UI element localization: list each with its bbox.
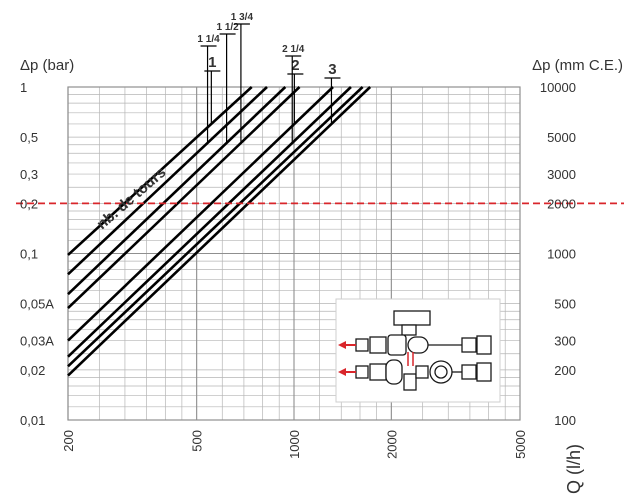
x-tick-label: 1000 — [287, 430, 302, 459]
x-tick-label: 200 — [61, 430, 76, 452]
y-tick-right-label: 200 — [554, 363, 576, 378]
y-tick-right-label: 100 — [554, 413, 576, 428]
y-axis-left-ticks: 1 0,5 0,3 0,2 0,1 0,05A 0,03A 0,02 0,01 — [20, 80, 54, 428]
y-tick-left-label: 0,2 — [20, 196, 38, 211]
series-line-3 — [67, 86, 287, 296]
series-label-1: 1 — [208, 54, 216, 71]
y-tick-right-label: 10000 — [540, 80, 576, 95]
y-tick-right-label: 500 — [554, 297, 576, 312]
series-label-5: 2 — [291, 57, 299, 74]
y-axis-left-title: Δp (bar) — [20, 57, 74, 74]
y-tick-left-label: 0,01 — [20, 413, 45, 428]
x-axis-title: Q (l/h) — [564, 444, 584, 494]
series-line-6 — [67, 86, 352, 358]
y-tick-right-label: 300 — [554, 334, 576, 349]
y-tick-right-label: 5000 — [547, 130, 576, 145]
y-tick-left-label: 0,1 — [20, 247, 38, 262]
series-label-7: 3 — [328, 61, 336, 78]
series-label-4: 1 3/4 — [231, 12, 254, 23]
series-line-2 — [67, 86, 268, 276]
y-tick-left-label: 0,02 — [20, 363, 45, 378]
x-tick-label: 2000 — [384, 430, 399, 459]
y-axis-right-ticks: 10000 5000 3000 2000 1000 500 300 200 100 — [540, 80, 576, 428]
series-label-2: 1 1/4 — [197, 34, 220, 45]
series-line-8 — [67, 86, 372, 377]
series-labels: 1 1 1/41 1/21 3/4 2 2 1/4 3 — [197, 12, 341, 142]
x-tick-label: 500 — [190, 430, 205, 452]
x-axis-ticks: 200 500 1000 2000 5000 — [61, 430, 528, 459]
y-tick-left-label: 1 — [20, 80, 27, 95]
y-tick-right-label: 1000 — [547, 247, 576, 262]
series-lines — [67, 86, 372, 377]
series-line-5 — [67, 86, 334, 342]
valve-manifold-icon — [335, 298, 501, 403]
series-label-3: 1 1/2 — [216, 22, 239, 33]
y-axis-right-title: Δp (mm C.E.) — [532, 57, 623, 74]
series-line-4 — [67, 86, 301, 310]
series-label-6: 2 1/4 — [282, 44, 305, 55]
y-tick-right-label: 3000 — [547, 167, 576, 182]
x-tick-label: 5000 — [513, 430, 528, 459]
y-tick-right-label: 2000 — [547, 196, 576, 211]
series-line-7 — [67, 86, 364, 368]
y-tick-left-label: 0,05A — [20, 297, 54, 312]
series-line-1 — [67, 86, 253, 256]
y-tick-left-label: 0,3 — [20, 167, 38, 182]
y-tick-left-label: 0,03A — [20, 334, 54, 349]
y-tick-left-label: 0,5 — [20, 130, 38, 145]
